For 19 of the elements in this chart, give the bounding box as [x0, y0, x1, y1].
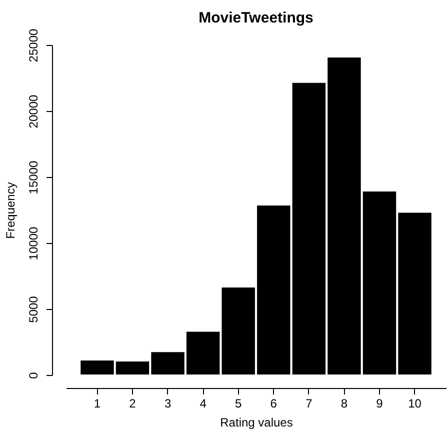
y-axis-title: Frequency: [4, 182, 18, 239]
x-tick-label: 10: [408, 396, 422, 410]
y-tick-label: 25000: [26, 28, 40, 62]
chart-title: MovieTweetings: [198, 9, 314, 26]
y-tick-label: 0: [26, 372, 40, 379]
x-tick-label: 8: [340, 396, 348, 410]
x-tick-label: 7: [306, 396, 313, 410]
x-tick-label: 5: [235, 396, 242, 410]
y-tick-label: 5000: [26, 296, 40, 323]
x-tick-label: 9: [376, 396, 384, 410]
x-tick-label: 1: [94, 396, 101, 410]
x-axis-title: Rating values: [220, 416, 293, 430]
x-tick-label: 6: [270, 396, 278, 410]
x-tick-label: 3: [164, 396, 172, 410]
x-tick-label: 4: [200, 396, 207, 410]
y-tick-label: 10000: [26, 226, 40, 260]
y-tick-label: 20000: [26, 94, 40, 128]
x-tick-label: 2: [129, 396, 136, 410]
y-tick-label: 15000: [26, 160, 40, 194]
